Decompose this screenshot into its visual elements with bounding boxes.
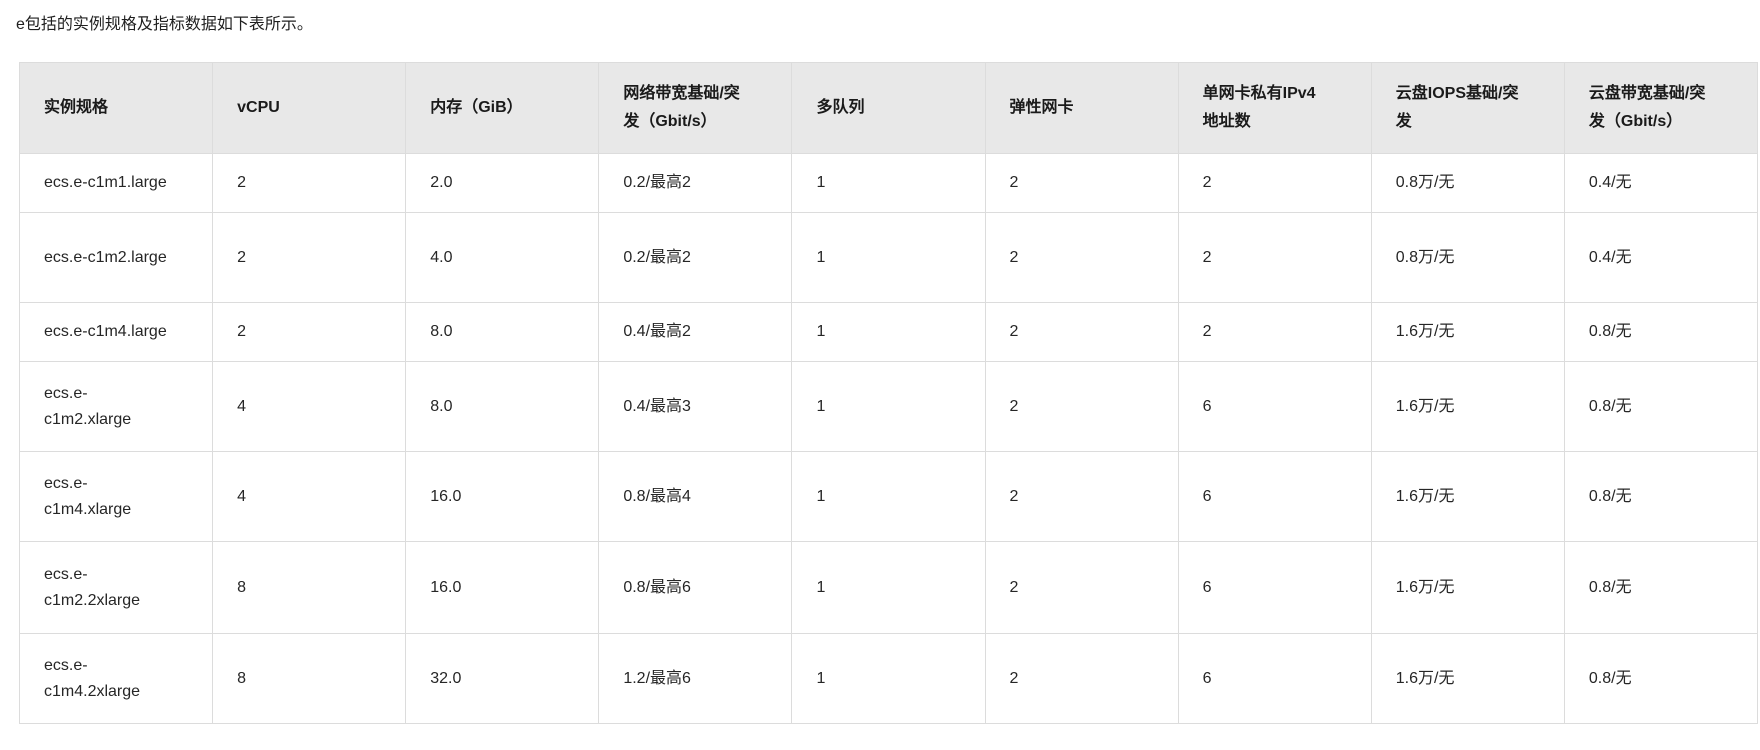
cell-disk-bandwidth: 0.8/无 [1563,541,1759,634]
cell-multi-queue: 1 [791,302,986,362]
cell-ipv4-per-eni: 6 [1177,361,1372,452]
cell-disk-iops: 1.6万/无 [1370,541,1565,634]
cell-instance-spec: ecs.e-c1m4.large [18,302,214,362]
cell-eni: 2 [984,153,1179,213]
cell-instance-spec: ecs.e-c1m1.large [18,153,214,213]
cell-instance-spec: ecs.e-c1m2.large [18,212,214,303]
cell-memory: 8.0 [405,361,600,452]
cell-ipv4-per-eni: 6 [1177,633,1372,724]
cell-disk-bandwidth: 0.8/无 [1563,361,1759,452]
cell-net-bandwidth: 0.4/最高2 [598,302,793,362]
table-body: ecs.e-c1m1.large 2 2.0 0.2/最高2 1 2 2 0.8… [18,153,1759,724]
cell-instance-spec: ecs.e-c1m4.xlarge [18,451,214,542]
cell-vcpu: 8 [212,541,407,634]
cell-eni: 2 [984,541,1179,634]
table-row: ecs.e-c1m4.xlarge 4 16.0 0.8/最高4 1 2 6 1… [18,451,1759,542]
cell-vcpu: 8 [212,633,407,724]
cell-memory: 16.0 [405,451,600,542]
cell-multi-queue: 1 [791,633,986,724]
cell-disk-iops: 1.6万/无 [1370,302,1565,362]
cell-disk-iops: 1.6万/无 [1370,633,1565,724]
cell-ipv4-per-eni: 6 [1177,541,1372,634]
column-header-multi-queue: 多队列 [791,62,986,154]
cell-ipv4-per-eni: 2 [1177,153,1372,213]
column-header-ipv4-per-eni: 单网卡私有IPv4地址数 [1177,62,1372,154]
table-row: ecs.e-c1m2.large 2 4.0 0.2/最高2 1 2 2 0.8… [18,212,1759,303]
cell-multi-queue: 1 [791,451,986,542]
column-header-disk-bandwidth: 云盘带宽基础/突发（Gbit/s） [1563,62,1759,154]
cell-memory: 2.0 [405,153,600,213]
instance-spec-table: 实例规格 vCPU 内存（GiB） 网络带宽基础/突发（Gbit/s） 多队列 … [18,62,1759,724]
column-header-net-bandwidth: 网络带宽基础/突发（Gbit/s） [598,62,793,154]
cell-ipv4-per-eni: 2 [1177,212,1372,303]
cell-net-bandwidth: 1.2/最高6 [598,633,793,724]
cell-memory: 16.0 [405,541,600,634]
cell-eni: 2 [984,302,1179,362]
table-header: 实例规格 vCPU 内存（GiB） 网络带宽基础/突发（Gbit/s） 多队列 … [18,62,1759,154]
table-row: ecs.e-c1m1.large 2 2.0 0.2/最高2 1 2 2 0.8… [18,153,1759,213]
cell-disk-iops: 1.6万/无 [1370,361,1565,452]
cell-net-bandwidth: 0.4/最高3 [598,361,793,452]
cell-instance-spec: ecs.e-c1m2.2xlarge [18,541,214,634]
intro-text: e包括的实例规格及指标数据如下表所示。 [16,16,313,33]
cell-disk-iops: 1.6万/无 [1370,451,1565,542]
cell-memory: 32.0 [405,633,600,724]
table-row: ecs.e-c1m4.2xlarge 8 32.0 1.2/最高6 1 2 6 … [18,633,1759,724]
cell-disk-bandwidth: 0.4/无 [1563,212,1759,303]
cell-multi-queue: 1 [791,361,986,452]
cell-disk-bandwidth: 0.8/无 [1563,633,1759,724]
cell-multi-queue: 1 [791,541,986,634]
cell-eni: 2 [984,361,1179,452]
cell-vcpu: 4 [212,451,407,542]
cell-net-bandwidth: 0.8/最高4 [598,451,793,542]
column-header-disk-iops: 云盘IOPS基础/突发 [1370,62,1565,154]
cell-disk-iops: 0.8万/无 [1370,212,1565,303]
cell-net-bandwidth: 0.8/最高6 [598,541,793,634]
cell-ipv4-per-eni: 2 [1177,302,1372,362]
cell-memory: 4.0 [405,212,600,303]
column-header-memory: 内存（GiB） [405,62,600,154]
cell-eni: 2 [984,212,1179,303]
header-row: 实例规格 vCPU 内存（GiB） 网络带宽基础/突发（Gbit/s） 多队列 … [18,62,1759,154]
cell-disk-bandwidth: 0.8/无 [1563,451,1759,542]
cell-net-bandwidth: 0.2/最高2 [598,153,793,213]
table-row: ecs.e-c1m2.2xlarge 8 16.0 0.8/最高6 1 2 6 … [18,541,1759,634]
cell-multi-queue: 1 [791,212,986,303]
column-header-vcpu: vCPU [212,62,407,154]
cell-instance-spec: ecs.e-c1m4.2xlarge [18,633,214,724]
cell-disk-bandwidth: 0.8/无 [1563,302,1759,362]
table-row: ecs.e-c1m4.large 2 8.0 0.4/最高2 1 2 2 1.6… [18,302,1759,362]
cell-net-bandwidth: 0.2/最高2 [598,212,793,303]
cell-disk-iops: 0.8万/无 [1370,153,1565,213]
cell-eni: 2 [984,633,1179,724]
cell-multi-queue: 1 [791,153,986,213]
cell-vcpu: 2 [212,212,407,303]
cell-ipv4-per-eni: 6 [1177,451,1372,542]
table-row: ecs.e-c1m2.xlarge 4 8.0 0.4/最高3 1 2 6 1.… [18,361,1759,452]
cell-vcpu: 2 [212,153,407,213]
cell-disk-bandwidth: 0.4/无 [1563,153,1759,213]
cell-instance-spec: ecs.e-c1m2.xlarge [18,361,214,452]
cell-vcpu: 2 [212,302,407,362]
cell-memory: 8.0 [405,302,600,362]
cell-eni: 2 [984,451,1179,542]
cell-vcpu: 4 [212,361,407,452]
column-header-instance-spec: 实例规格 [18,62,214,154]
column-header-eni: 弹性网卡 [984,62,1179,154]
